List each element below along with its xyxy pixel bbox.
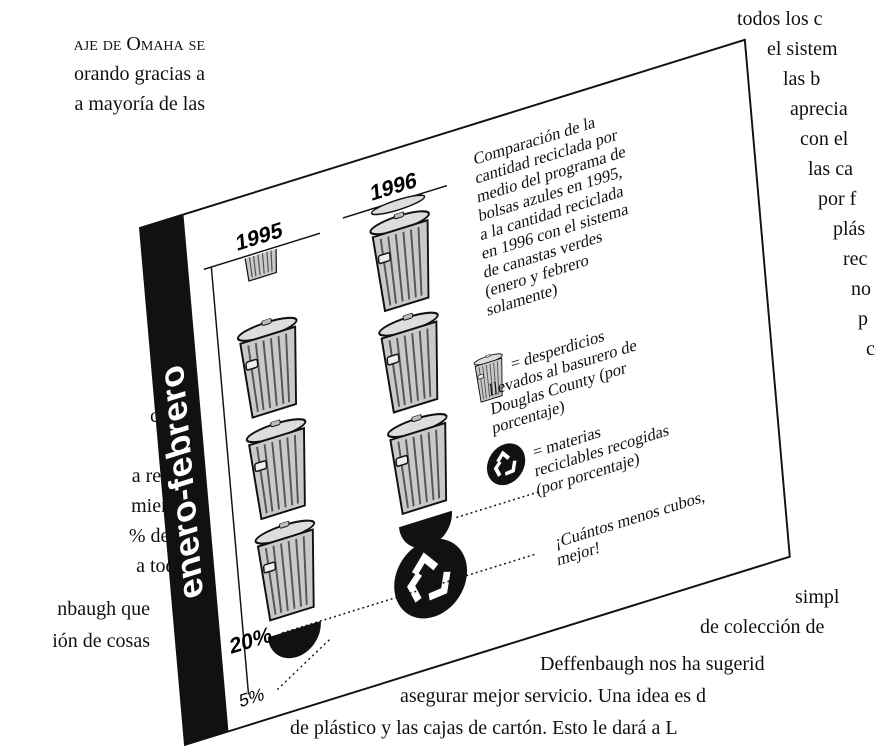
page: {"text_left_top": ["aje de Omaha se", "o… <box>0 0 876 755</box>
infographic: enero-febrero 1995 1996 <box>0 0 876 755</box>
card: enero-febrero 1995 1996 <box>140 40 790 745</box>
